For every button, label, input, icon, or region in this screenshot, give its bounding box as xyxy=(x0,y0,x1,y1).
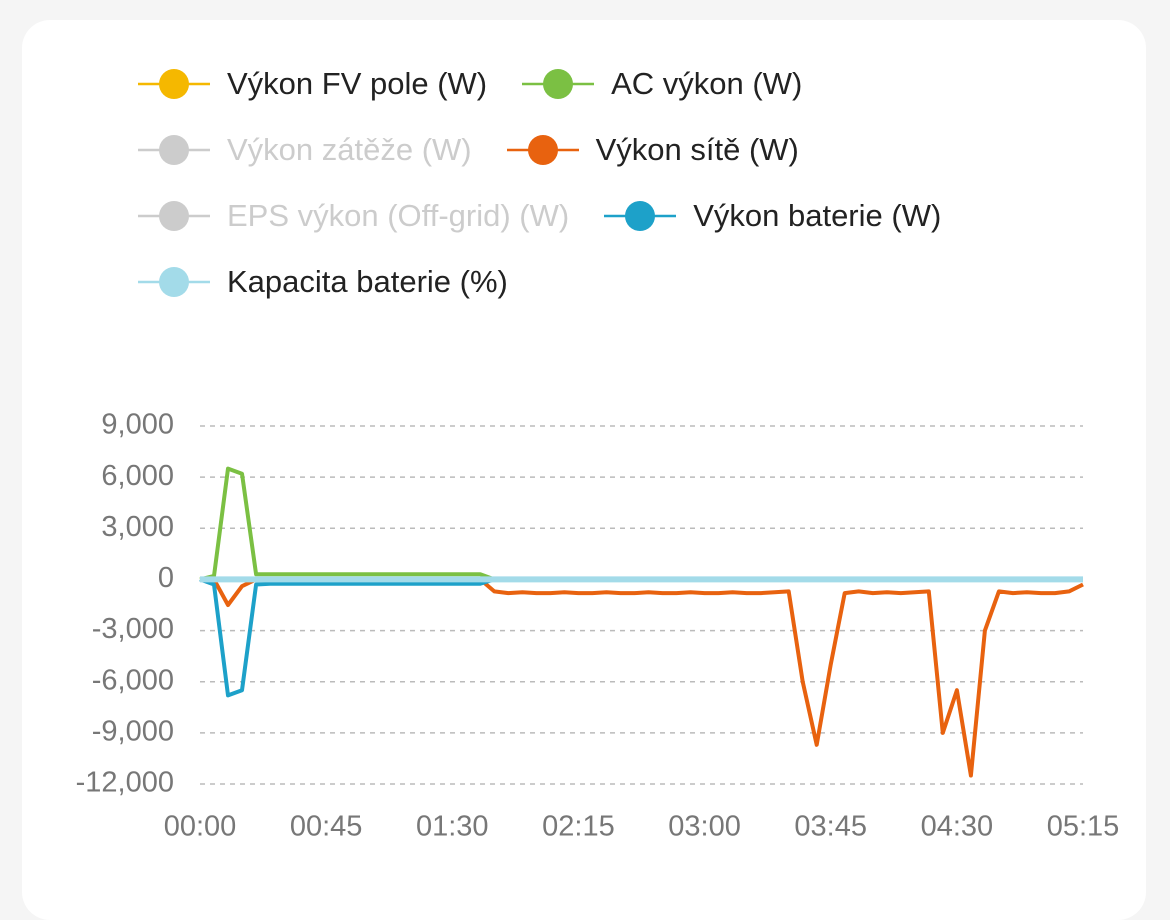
y-tick-label: 3,000 xyxy=(101,511,174,543)
legend-dot xyxy=(159,267,189,297)
legend-dot xyxy=(159,69,189,99)
card xyxy=(22,20,1146,920)
legend-label: Výkon sítě (W) xyxy=(595,132,799,167)
legend-icon xyxy=(604,201,677,231)
legend-icon xyxy=(138,69,210,99)
legend-dot xyxy=(625,201,656,231)
y-tick-label: -3,000 xyxy=(92,613,174,645)
legend-dot xyxy=(159,201,189,231)
legend-icon xyxy=(138,267,210,297)
legend-item[interactable]: Výkon zátěže (W) xyxy=(137,132,472,168)
legend-item[interactable]: Výkon baterie (W) xyxy=(603,198,941,234)
y-tick-label: 6,000 xyxy=(101,460,174,492)
x-tick-label: 03:00 xyxy=(668,811,741,843)
legend-icon xyxy=(522,69,595,99)
legend-icon xyxy=(506,135,579,165)
legend-label: EPS výkon (Off-grid) (W) xyxy=(227,198,570,233)
x-tick-label: 00:00 xyxy=(164,811,237,843)
y-tick-label: -6,000 xyxy=(92,664,174,696)
page: Výkon FV pole (W) AC výkon (W) Výkon zátěž… xyxy=(75,66,1120,843)
y-tick-label: 9,000 xyxy=(101,409,174,441)
x-tick-label: 01:30 xyxy=(416,811,489,843)
x-tick-label: 04:30 xyxy=(921,811,994,843)
x-tick-label: 03:45 xyxy=(794,811,867,843)
legend-item[interactable]: Výkon FV pole (W) xyxy=(137,66,487,102)
series-line xyxy=(200,577,1084,778)
legend-dot xyxy=(543,69,574,99)
legend-icon xyxy=(138,201,210,231)
legend-icon xyxy=(138,135,210,165)
legend-label: AC výkon (W) xyxy=(611,66,803,101)
legend-item[interactable]: Výkon sítě (W) xyxy=(506,132,799,168)
x-tick-label: 00:45 xyxy=(290,811,363,843)
x-tick-label: 05:15 xyxy=(1047,811,1120,843)
legend-item[interactable]: Kapacita baterie (%) xyxy=(137,264,508,300)
legend: Výkon FV pole (W) AC výkon (W) Výkon zátěž… xyxy=(137,66,1057,300)
chart: 9,000 6,000 3,000 0 -3,000 -6,000 -9,000 -12,00… xyxy=(76,409,1120,843)
legend-label: Kapacita baterie (%) xyxy=(227,264,508,299)
y-tick-label: -12,000 xyxy=(76,767,174,799)
y-tick-label: 0 xyxy=(158,562,174,594)
series-line xyxy=(199,466,1083,582)
x-tick-label: 02:15 xyxy=(542,811,615,843)
y-tick-label: -9,000 xyxy=(92,716,174,748)
series-line xyxy=(199,577,1083,698)
legend-item[interactable]: EPS výkon (Off-grid) (W) xyxy=(137,198,569,234)
legend-item[interactable]: AC výkon (W) xyxy=(521,66,802,102)
legend-label: Výkon FV pole (W) xyxy=(227,66,488,101)
legend-dot xyxy=(527,135,558,165)
legend-dot xyxy=(159,135,189,165)
legend-label: Výkon baterie (W) xyxy=(693,198,942,233)
legend-label: Výkon zátěže (W) xyxy=(227,132,472,167)
